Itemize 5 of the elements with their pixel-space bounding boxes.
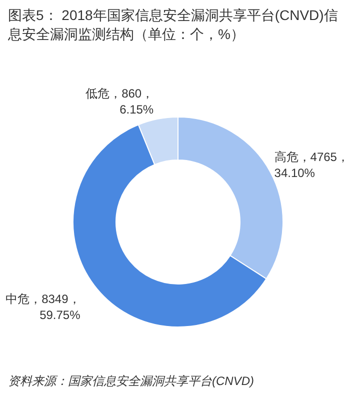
slice-label: 中危，8349， 59.75% <box>6 292 81 322</box>
text: 资料来源：国家信息安全漏洞共享平台(CNVD) <box>8 374 254 388</box>
chart-title: 图表5： 2018年国家信息安全漏洞共享平台(CNVD)信息安全漏洞监测结构（单位：个，%） <box>7 7 338 42</box>
slice-label: 低危，860， 6.15% <box>86 86 154 116</box>
slice-label: 高危，4765， 34.10% <box>274 150 349 180</box>
